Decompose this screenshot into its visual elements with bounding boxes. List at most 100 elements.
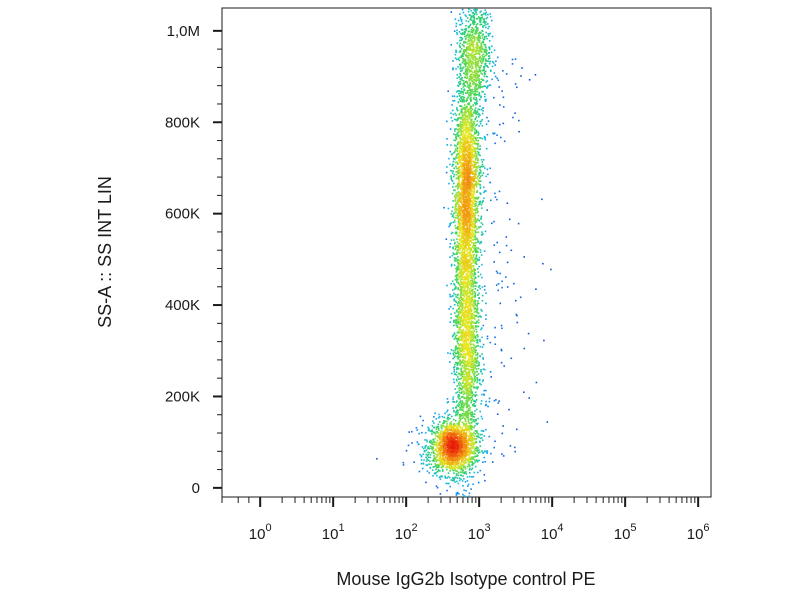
event-point (467, 451, 470, 453)
event-point (462, 434, 465, 437)
event-point (470, 364, 472, 366)
event-point (463, 106, 466, 109)
event-point (466, 374, 468, 376)
event-point (468, 352, 471, 354)
event-point (465, 276, 468, 278)
event-point (462, 176, 465, 178)
event-point (454, 388, 456, 390)
event-point (464, 307, 466, 309)
event-point (467, 405, 469, 407)
event-point (455, 470, 458, 472)
event-point (463, 324, 466, 326)
event-point (476, 325, 479, 328)
event-point (473, 445, 475, 448)
event-point (472, 458, 474, 460)
event-point (470, 333, 473, 336)
event-point (461, 148, 463, 151)
event-point (446, 428, 448, 430)
event-point (470, 458, 473, 460)
event-point (456, 441, 458, 444)
event-point (456, 269, 458, 272)
event-point (462, 493, 464, 496)
event-point (461, 305, 464, 307)
event-point (463, 454, 466, 457)
event-point (480, 165, 483, 168)
event-point (476, 345, 478, 347)
event-point (457, 313, 460, 316)
event-point (444, 426, 447, 429)
event-point (449, 222, 451, 225)
event-point (454, 481, 456, 483)
event-point (475, 408, 478, 411)
event-point (458, 455, 461, 457)
event-point (460, 461, 462, 464)
event-point (458, 347, 460, 350)
event-point (483, 456, 485, 459)
event-point (465, 290, 467, 293)
event-point (458, 176, 461, 178)
event-point (472, 413, 474, 415)
event-point (465, 453, 467, 455)
event-point (464, 158, 466, 161)
event-point (472, 281, 474, 284)
event-point (433, 416, 435, 418)
event-point (447, 475, 450, 478)
event-point (477, 180, 480, 183)
event-point (476, 320, 478, 323)
event-point (468, 230, 470, 233)
event-point (442, 422, 444, 425)
event-point (469, 371, 471, 374)
event-point (468, 156, 470, 158)
event-point (429, 441, 431, 443)
event-point (470, 468, 473, 471)
event-point (473, 274, 475, 276)
event-point (435, 432, 437, 435)
event-point (470, 297, 472, 299)
event-point (457, 438, 459, 440)
event-point (474, 317, 476, 320)
event-point (432, 438, 435, 441)
event-point (472, 456, 475, 459)
event-point (468, 321, 470, 323)
event-point (469, 168, 471, 170)
event-point (469, 89, 472, 91)
event-point (462, 441, 464, 444)
event-point (472, 305, 474, 308)
event-point (462, 262, 464, 264)
event-point (451, 335, 454, 338)
event-point (456, 241, 459, 243)
event-point (463, 404, 465, 407)
event-point (460, 234, 463, 237)
event-point (480, 383, 482, 386)
event-point (429, 466, 431, 469)
event-point (476, 357, 478, 360)
event-point (441, 449, 443, 452)
event-point (463, 174, 466, 176)
event-point (474, 236, 476, 238)
event-point (464, 370, 467, 372)
event-point (465, 294, 468, 297)
event-point (451, 457, 454, 459)
event-point (459, 80, 461, 83)
event-point (461, 400, 463, 402)
event-point (463, 459, 466, 462)
event-point (469, 336, 472, 339)
event-point (465, 340, 467, 343)
event-point (452, 113, 455, 116)
event-point (467, 458, 470, 460)
event-point (477, 452, 480, 454)
event-point (471, 321, 473, 323)
event-point (432, 446, 434, 449)
event-point (473, 361, 475, 364)
event-point (470, 424, 473, 427)
event-point (458, 298, 460, 300)
event-point (459, 458, 461, 460)
event-point (463, 350, 466, 353)
event-point (411, 430, 413, 433)
event-point (449, 293, 451, 296)
event-point (439, 463, 441, 466)
event-point (468, 378, 470, 381)
event-point (457, 338, 460, 341)
event-point (466, 350, 469, 353)
event-point (473, 345, 476, 347)
